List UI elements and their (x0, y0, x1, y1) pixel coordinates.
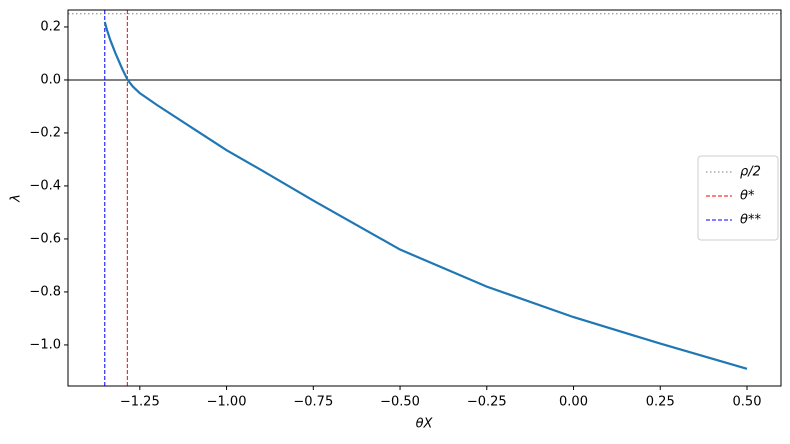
x-tick-label: 0.50 (733, 395, 762, 410)
plot-frame (67, 9, 782, 387)
y-tick-label: −0.6 (29, 231, 61, 246)
x-tick-label: −0.25 (467, 395, 507, 410)
legend-label: θ* (740, 189, 755, 204)
line (103, 21, 748, 370)
legend-label: ρ/2 (740, 165, 761, 180)
legend-label: θ** (740, 213, 761, 228)
y-tick-label: −0.8 (29, 284, 61, 299)
x-tick-label: −0.75 (293, 395, 333, 410)
legend-box (697, 155, 779, 241)
y-axis-label: λ (9, 194, 24, 203)
y-tick-label: 0.0 (40, 72, 61, 87)
x-axis-label: θX (416, 417, 434, 432)
x-tick-label: 0.25 (646, 395, 675, 410)
y-tick-label: −0.2 (29, 125, 61, 140)
x-tick-label: −1.00 (207, 395, 247, 410)
y-tick-label: −0.4 (29, 178, 61, 193)
x-tick-label: 0.00 (559, 395, 588, 410)
x-tick-label: −1.25 (120, 395, 160, 410)
x-tick-label: −0.50 (380, 395, 420, 410)
y-tick-label: 0.2 (40, 19, 61, 34)
y-tick-label: −1.0 (29, 337, 61, 352)
legend: ρ/2 θ* θ** (697, 155, 779, 241)
